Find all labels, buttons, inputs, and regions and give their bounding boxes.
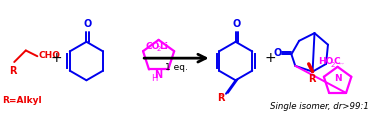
Text: N: N — [155, 70, 163, 80]
Text: O: O — [83, 19, 91, 29]
Text: R=Alkyl: R=Alkyl — [2, 96, 42, 105]
Text: R: R — [9, 66, 17, 76]
Text: +: + — [51, 51, 62, 65]
Text: CHO: CHO — [38, 51, 60, 60]
Text: 1 eq.: 1 eq. — [165, 63, 188, 72]
Text: R: R — [308, 74, 315, 84]
Text: 2: 2 — [331, 62, 335, 68]
Text: ~: ~ — [216, 92, 224, 100]
Text: ,,,: ,,, — [339, 60, 345, 64]
Text: N: N — [334, 74, 341, 83]
Text: C: C — [334, 58, 340, 66]
Text: HO: HO — [318, 58, 334, 66]
Text: Single isomer, dr>99:1: Single isomer, dr>99:1 — [270, 102, 369, 111]
Text: 2: 2 — [156, 46, 161, 52]
Text: H: H — [152, 74, 158, 83]
Text: +: + — [265, 51, 276, 65]
Text: R: R — [217, 93, 225, 103]
Text: O: O — [232, 19, 241, 29]
Text: O: O — [274, 48, 282, 58]
Text: Li: Li — [160, 42, 168, 51]
Text: CO: CO — [146, 42, 160, 51]
